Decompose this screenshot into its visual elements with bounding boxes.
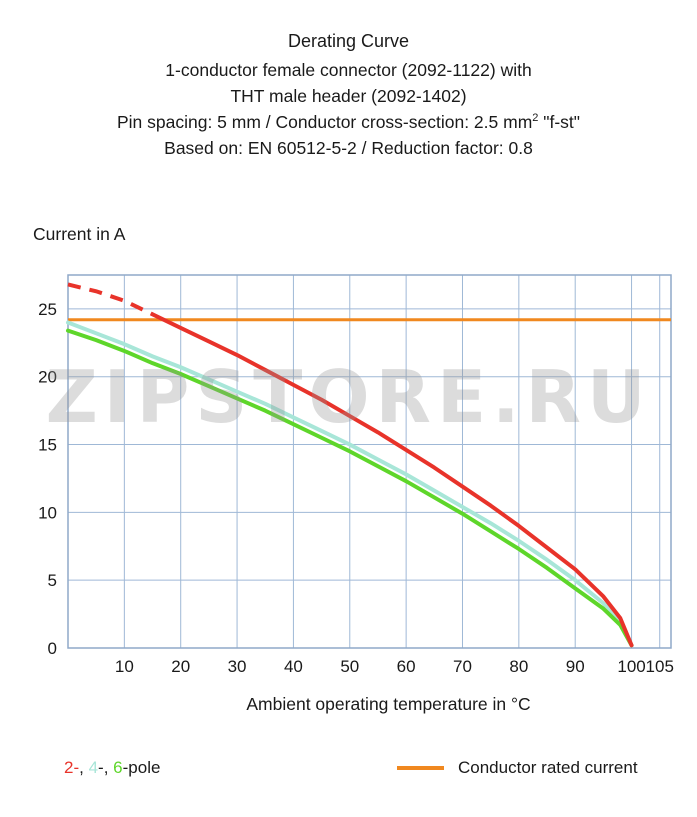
x-tick-label: 20: [171, 657, 190, 676]
x-tick-label: 40: [284, 657, 303, 676]
x-tick-label: 105: [646, 657, 674, 676]
x-tick-label: 100: [617, 657, 645, 676]
y-tick-label: 10: [38, 503, 57, 522]
x-tick-label: 30: [228, 657, 247, 676]
y-tick-label: 15: [38, 436, 57, 455]
x-tick-label: 80: [509, 657, 528, 676]
chart-title-block: Derating Curve 1-conductor female connec…: [0, 28, 697, 161]
legend-sep-1: ,: [79, 758, 89, 777]
x-tick-label: 50: [340, 657, 359, 676]
x-tick-label: 90: [566, 657, 585, 676]
y-tick-label: 25: [38, 300, 57, 319]
series-line-6-pole: [66, 328, 634, 648]
legend-rated-current: Conductor rated current: [397, 758, 638, 778]
title-line-4: Pin spacing: 5 mm / Conductor cross-sect…: [0, 109, 697, 135]
y-tick-label: 5: [48, 571, 57, 590]
plot-frame: [67, 274, 672, 649]
legend-4-pole: 4: [88, 758, 99, 777]
series-line-4-pole: [66, 320, 634, 648]
legend-pole-suffix: -pole: [122, 758, 161, 777]
legend-rated-current-label: Conductor rated current: [458, 758, 638, 777]
x-axis-title: Ambient operating temperature in °C: [246, 694, 531, 714]
x-tick-label: 60: [397, 657, 416, 676]
y-axis-title: Current in A: [33, 224, 126, 244]
y-tick-label: 0: [48, 639, 57, 658]
y-tick-label: 20: [38, 368, 57, 387]
x-tick-label: 10: [115, 657, 134, 676]
legend-poles: 2-, 4-, 6-pole: [64, 758, 160, 778]
title-line-1: Derating Curve: [287, 31, 410, 51]
title-line-5: Based on: EN 60512-5-2 / Reduction facto…: [164, 138, 533, 158]
legend-rated-current-swatch: [397, 766, 444, 770]
legend-6-pole: 6: [113, 758, 123, 777]
series-line-2-pole: [150, 312, 634, 648]
title-line-3: THT male header (2092-1402): [230, 86, 467, 106]
title-line-4-text-b: "f-st": [538, 112, 580, 132]
title-line-2: 1-conductor female connector (2092-1122)…: [165, 60, 532, 80]
series-line-2-pole-extrapolated: [67, 282, 154, 317]
legend-sep-2: -,: [98, 758, 114, 777]
legend-2-pole: 2-: [64, 758, 80, 777]
title-line-4-superscript: 2: [532, 112, 539, 125]
title-line-4-text-a: Pin spacing: 5 mm / Conductor cross-sect…: [116, 112, 533, 132]
x-tick-label: 70: [453, 657, 472, 676]
